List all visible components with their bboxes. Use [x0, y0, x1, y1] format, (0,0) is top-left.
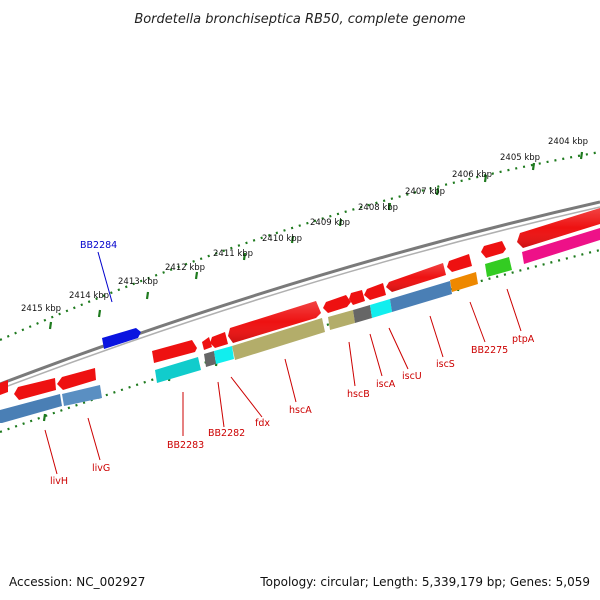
- gene-arrow[interactable]: [364, 283, 386, 300]
- kbp-label: 2411 kbp: [213, 249, 253, 259]
- gene-arrow[interactable]: [14, 378, 56, 400]
- gene-bar-livh[interactable]: [0, 394, 62, 423]
- gene-arrow[interactable]: [152, 340, 197, 363]
- gene-label-bb2284: BB2284: [80, 240, 117, 251]
- kbp-label: 2415 kbp: [21, 304, 61, 314]
- genome-backbone-shadow: [0, 206, 600, 390]
- gene-bar-bb2283[interactable]: [155, 357, 201, 383]
- gene-arrow-bb2284[interactable]: [102, 328, 141, 349]
- inner-scale-dots: [0, 248, 600, 434]
- kbp-label: 2407 kbp: [405, 187, 445, 197]
- gene-arrow[interactable]: [323, 295, 351, 313]
- gene-arrow[interactable]: [481, 241, 506, 258]
- gene-label-fdx: fdx: [255, 418, 270, 429]
- kbp-label: 2414 kbp: [69, 291, 109, 301]
- gene-bar[interactable]: [522, 228, 600, 264]
- gene-label-iscs: iscS: [436, 359, 455, 370]
- gene-bar-livg[interactable]: [62, 385, 102, 406]
- gene-label-isca: iscA: [376, 379, 396, 390]
- gene-bar-bb2275[interactable]: [450, 272, 478, 292]
- gene-bar-isca[interactable]: [353, 305, 372, 323]
- gene-arrow[interactable]: [57, 368, 96, 390]
- gene-label-bb2283: BB2283: [167, 440, 204, 451]
- kbp-label: 2405 kbp: [500, 153, 540, 163]
- gene-bar-ptpa[interactable]: [485, 257, 512, 277]
- kbp-label: 2412 kbp: [165, 263, 205, 273]
- gene-bar-hscb[interactable]: [328, 310, 355, 330]
- gene-arrow[interactable]: [0, 380, 8, 395]
- kbp-label: 2409 kbp: [310, 218, 350, 228]
- gene-label-ptpa: ptpA: [512, 334, 535, 345]
- kbp-label: 2413 kbp: [118, 277, 158, 287]
- gene-arrow[interactable]: [349, 290, 365, 305]
- kbp-label: 2408 kbp: [358, 203, 398, 213]
- gene-label-bb2275: BB2275: [471, 345, 508, 356]
- gene-label-bb2282: BB2282: [208, 428, 245, 439]
- kbp-label: 2410 kbp: [262, 234, 302, 244]
- kbp-label-group: 2404 kbp 2405 kbp 2406 kbp 2407 kbp 2408…: [21, 137, 588, 314]
- gene-bar-iscu[interactable]: [370, 299, 392, 318]
- gene-arrow[interactable]: [202, 337, 212, 350]
- gene-bar-iscs[interactable]: [390, 281, 452, 312]
- gene-label-livh: livH: [50, 476, 68, 487]
- label-leaders: [44, 251, 522, 475]
- gene-bar-hsca[interactable]: [232, 318, 325, 360]
- gene-label-hscb: hscB: [347, 389, 370, 400]
- gene-label-group: BB2284 livH livG BB2283 BB2282 fdx hscA …: [50, 240, 535, 487]
- gene-arrow[interactable]: [210, 332, 228, 348]
- gene-shading: [228, 208, 600, 343]
- gene-label-livg: livG: [92, 463, 110, 474]
- kbp-label: 2404 kbp: [548, 137, 588, 147]
- outer-scale-dots: [0, 150, 600, 342]
- genome-backbone: [0, 200, 600, 386]
- genome-summary-text: Topology: circular; Length: 5,339,179 bp…: [259, 575, 590, 589]
- kbp-label: 2406 kbp: [452, 170, 492, 180]
- outer-scale-ticks: [48, 151, 584, 330]
- gene-bar-fdx[interactable]: [214, 346, 234, 364]
- gene-label-iscu: iscU: [402, 371, 422, 382]
- accession-text: Accession: NC_002927: [9, 575, 145, 589]
- gene-arrow[interactable]: [447, 254, 472, 272]
- map-title: Bordetella bronchiseptica RB50, complete…: [134, 12, 465, 27]
- gene-bar-bb2282[interactable]: [204, 351, 216, 367]
- gene-label-hsca: hscA: [289, 405, 312, 416]
